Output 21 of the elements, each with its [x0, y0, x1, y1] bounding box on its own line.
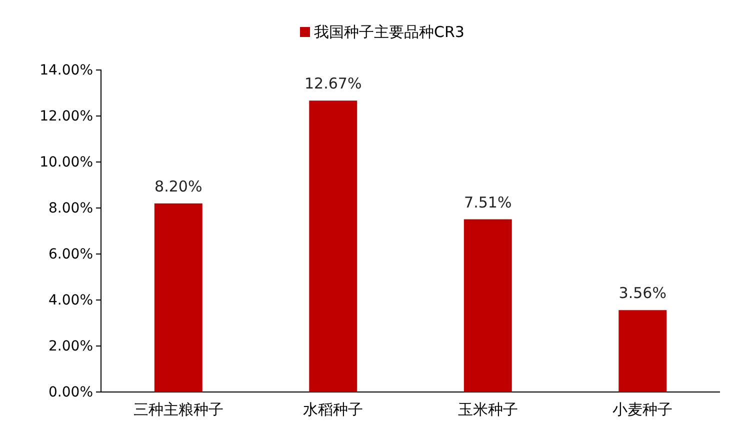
x-tick-label: 玉米种子: [458, 400, 518, 418]
legend-label: 我国种子主要品种CR3: [314, 23, 464, 41]
x-tick-label: 小麦种子: [612, 400, 673, 418]
bar: [618, 310, 667, 392]
y-tick-label: 6.00%: [48, 246, 93, 262]
bar: [464, 219, 512, 392]
y-tick-label: 14.00%: [40, 62, 93, 78]
data-label: 3.56%: [618, 284, 666, 302]
y-tick-label: 2.00%: [48, 338, 93, 354]
y-tick-label: 8.00%: [48, 200, 93, 216]
y-tick-label: 10.00%: [40, 154, 93, 170]
y-tick-label: 4.00%: [48, 292, 93, 308]
data-label: 12.67%: [304, 74, 362, 93]
bar: [154, 203, 202, 392]
y-tick-label: 12.00%: [40, 108, 93, 124]
y-tick-label: 0.00%: [48, 384, 93, 400]
data-label: 7.51%: [464, 193, 512, 212]
data-label: 8.20%: [154, 177, 202, 196]
x-tick-label: 水稻种子: [303, 400, 364, 418]
bar: [309, 100, 358, 392]
x-tick-label: 三种主粮种子: [133, 400, 224, 418]
